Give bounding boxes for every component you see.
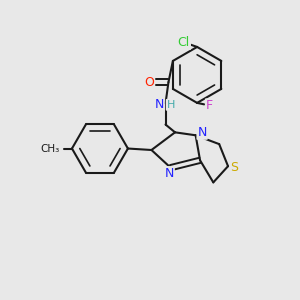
Text: Cl: Cl	[178, 36, 190, 49]
Text: CH₃: CH₃	[40, 143, 60, 154]
Text: F: F	[206, 99, 213, 112]
Text: O: O	[144, 76, 154, 88]
Text: H: H	[167, 100, 175, 110]
Text: N: N	[164, 167, 174, 180]
Text: N: N	[197, 126, 207, 139]
Text: S: S	[230, 161, 238, 174]
Text: N: N	[154, 98, 164, 111]
